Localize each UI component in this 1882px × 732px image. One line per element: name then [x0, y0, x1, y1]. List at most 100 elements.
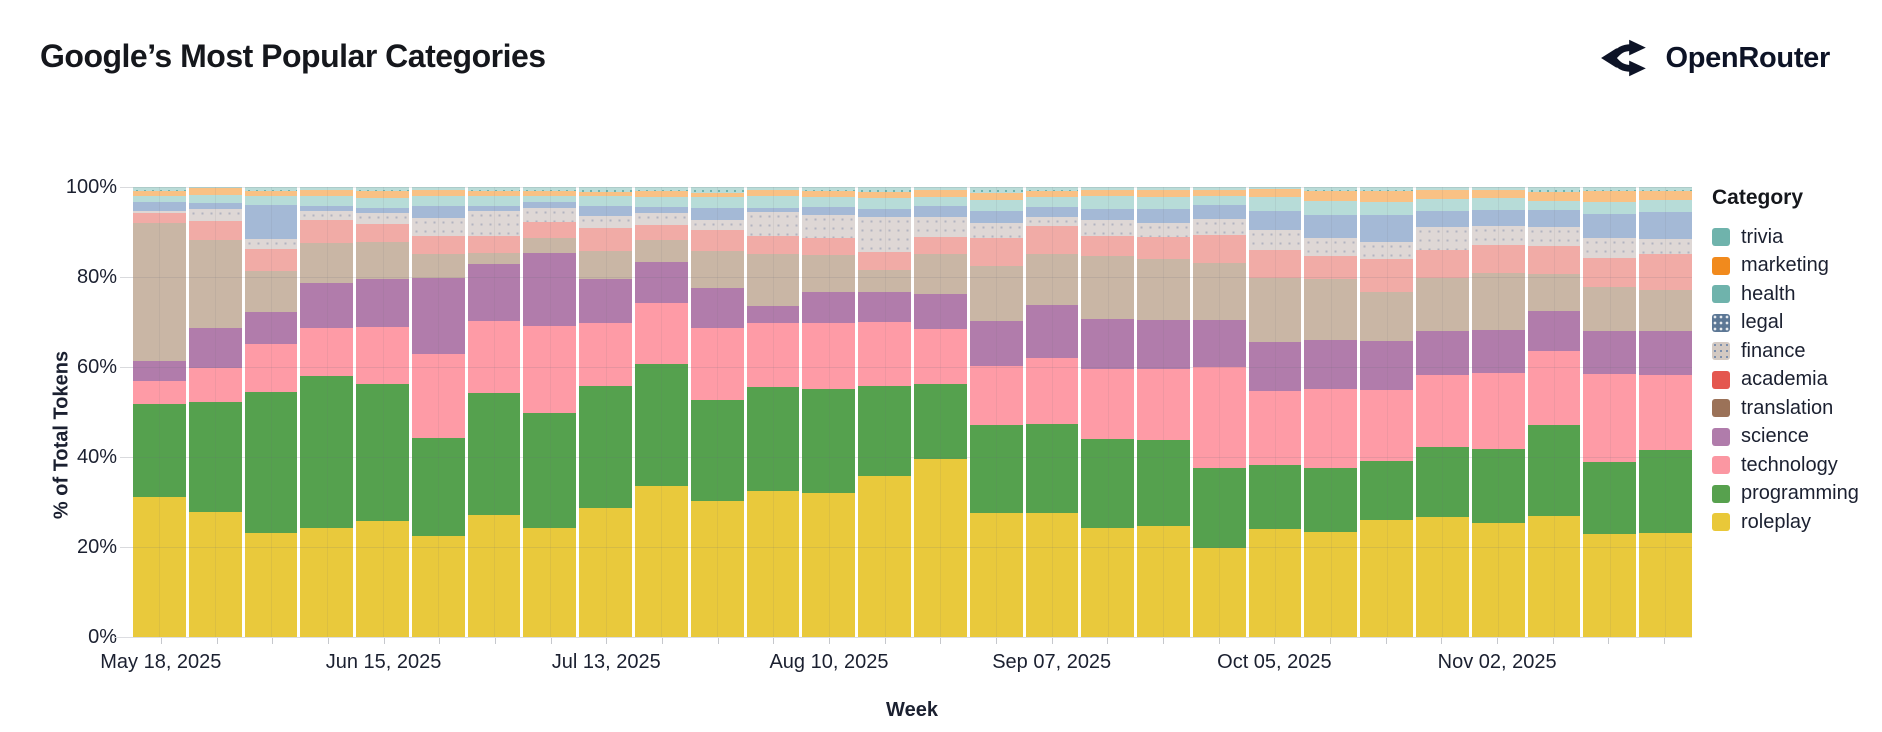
- segment-programming[interactable]: [579, 386, 633, 508]
- segment-legal[interactable]: [244, 205, 298, 240]
- segment-trivia[interactable]: [1192, 187, 1246, 190]
- segment-legal[interactable]: [1304, 215, 1358, 238]
- segment-programming[interactable]: [356, 384, 409, 521]
- segment-health[interactable]: [467, 196, 521, 207]
- segment-science[interactable]: [1192, 320, 1246, 367]
- segment-legal[interactable]: [1360, 214, 1413, 242]
- segment-academia[interactable]: [1639, 253, 1692, 291]
- segment-science[interactable]: [1025, 305, 1079, 358]
- segment-finance[interactable]: [467, 211, 521, 237]
- segment-academia[interactable]: [244, 249, 298, 271]
- segment-finance[interactable]: [635, 212, 688, 225]
- segment-marketing[interactable]: [1415, 190, 1469, 200]
- segment-legal[interactable]: [1639, 212, 1692, 239]
- segment-technology[interactable]: [1471, 372, 1525, 450]
- bar-week-sep-07-2025[interactable]: [1025, 187, 1079, 637]
- segment-roleplay[interactable]: [969, 512, 1023, 637]
- segment-academia[interactable]: [133, 213, 186, 223]
- segment-science[interactable]: [1583, 330, 1637, 375]
- segment-programming[interactable]: [746, 387, 800, 492]
- segment-programming[interactable]: [858, 386, 911, 477]
- segment-trivia[interactable]: [690, 187, 744, 193]
- segment-translation[interactable]: [300, 243, 354, 284]
- segment-academia[interactable]: [969, 237, 1023, 267]
- segment-marketing[interactable]: [133, 191, 186, 197]
- segment-roleplay[interactable]: [1304, 531, 1358, 637]
- segment-trivia[interactable]: [356, 187, 409, 192]
- segment-technology[interactable]: [1081, 369, 1135, 440]
- segment-roleplay[interactable]: [1471, 522, 1525, 637]
- segment-translation[interactable]: [579, 250, 633, 279]
- segment-marketing[interactable]: [1192, 189, 1246, 196]
- segment-science[interactable]: [523, 253, 577, 327]
- segment-health[interactable]: [969, 200, 1023, 212]
- segment-translation[interactable]: [523, 238, 577, 254]
- segment-translation[interactable]: [802, 254, 856, 292]
- segment-legal[interactable]: [802, 207, 856, 215]
- segment-finance[interactable]: [1137, 222, 1190, 238]
- segment-translation[interactable]: [1137, 258, 1190, 321]
- segment-academia[interactable]: [1527, 245, 1581, 274]
- segment-marketing[interactable]: [1639, 191, 1692, 201]
- segment-finance[interactable]: [1081, 220, 1135, 237]
- segment-marketing[interactable]: [1248, 188, 1302, 197]
- segment-translation[interactable]: [1471, 272, 1525, 330]
- segment-programming[interactable]: [969, 424, 1023, 513]
- segment-health[interactable]: [1471, 198, 1525, 210]
- segment-science[interactable]: [1527, 310, 1581, 351]
- segment-health[interactable]: [802, 196, 856, 208]
- segment-marketing[interactable]: [300, 190, 354, 197]
- bar-week-jun-01-2025[interactable]: [244, 187, 298, 637]
- segment-finance[interactable]: [1583, 238, 1637, 258]
- segment-translation[interactable]: [635, 239, 688, 263]
- segment-roleplay[interactable]: [1192, 548, 1246, 637]
- legend-item-programming[interactable]: programming: [1712, 480, 1859, 509]
- segment-legal[interactable]: [1471, 209, 1525, 227]
- segment-health[interactable]: [1415, 199, 1469, 211]
- segment-finance[interactable]: [969, 222, 1023, 238]
- segment-finance[interactable]: [1527, 227, 1581, 246]
- segment-science[interactable]: [356, 279, 409, 328]
- segment-science[interactable]: [635, 262, 688, 303]
- segment-health[interactable]: [300, 196, 354, 207]
- segment-technology[interactable]: [858, 321, 911, 387]
- segment-science[interactable]: [1304, 339, 1358, 390]
- segment-science[interactable]: [858, 291, 911, 322]
- segment-marketing[interactable]: [523, 191, 577, 197]
- segment-translation[interactable]: [356, 242, 409, 280]
- bar-week-oct-05-2025[interactable]: [1248, 187, 1302, 637]
- segment-legal[interactable]: [188, 202, 242, 210]
- segment-translation[interactable]: [913, 253, 967, 294]
- segment-marketing[interactable]: [1583, 191, 1637, 202]
- segment-technology[interactable]: [913, 328, 967, 384]
- segment-health[interactable]: [356, 197, 409, 208]
- segment-trivia[interactable]: [1583, 187, 1637, 192]
- segment-programming[interactable]: [133, 403, 186, 498]
- segment-science[interactable]: [1360, 341, 1413, 391]
- segment-trivia[interactable]: [1025, 187, 1079, 192]
- segment-translation[interactable]: [467, 252, 521, 265]
- legend-item-trivia[interactable]: trivia: [1712, 223, 1859, 252]
- segment-finance[interactable]: [1248, 230, 1302, 250]
- segment-programming[interactable]: [467, 393, 521, 515]
- segment-finance[interactable]: [802, 214, 856, 239]
- segment-health[interactable]: [1304, 201, 1358, 216]
- segment-health[interactable]: [1583, 201, 1637, 214]
- segment-trivia[interactable]: [523, 187, 577, 192]
- segment-programming[interactable]: [635, 364, 688, 487]
- segment-legal[interactable]: [1137, 208, 1190, 223]
- bar-week-nov-09-2025[interactable]: [1527, 187, 1581, 637]
- segment-academia[interactable]: [690, 229, 744, 252]
- segment-science[interactable]: [1471, 329, 1525, 373]
- segment-technology[interactable]: [467, 321, 521, 394]
- segment-trivia[interactable]: [244, 187, 298, 191]
- segment-marketing[interactable]: [635, 191, 688, 197]
- segment-roleplay[interactable]: [913, 458, 967, 637]
- legend-item-roleplay[interactable]: roleplay: [1712, 508, 1859, 537]
- segment-trivia[interactable]: [1081, 187, 1135, 191]
- segment-technology[interactable]: [1360, 390, 1413, 461]
- bar-week-aug-10-2025[interactable]: [802, 187, 856, 637]
- segment-roleplay[interactable]: [1527, 515, 1581, 637]
- segment-health[interactable]: [1025, 197, 1079, 207]
- legend-item-translation[interactable]: translation: [1712, 394, 1859, 423]
